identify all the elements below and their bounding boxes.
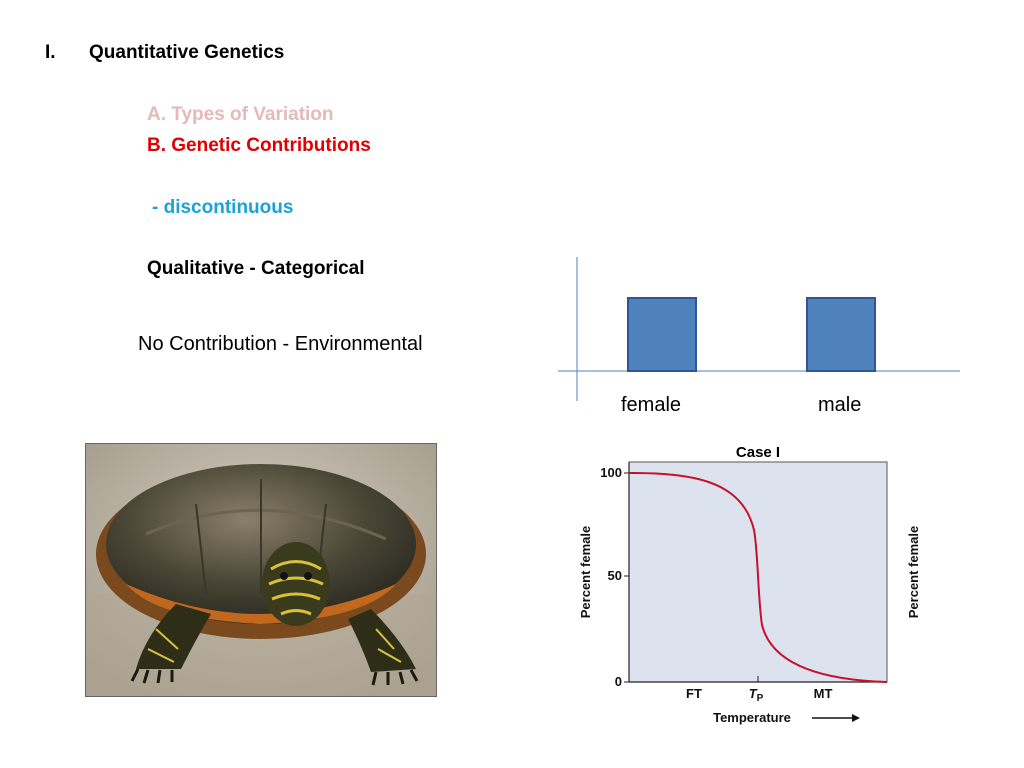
- no-contribution-label: No Contribution - Environmental: [138, 333, 423, 355]
- male-label: male: [818, 394, 862, 416]
- female-bar: [627, 297, 697, 372]
- y-tick-100: 100: [600, 465, 622, 480]
- discontinuous-label: - discontinuous: [152, 197, 294, 218]
- subheading-types-of-variation: A. Types of Variation: [147, 104, 334, 125]
- female-label: female: [621, 394, 682, 416]
- categorical-bar-diagram: [558, 257, 960, 401]
- x-axis-label: Temperature: [713, 710, 791, 725]
- graph-title: Case I: [736, 444, 780, 461]
- y-tick-50: 50: [608, 568, 622, 583]
- subheading-genetic-contributions: B. Genetic Contributions: [147, 135, 371, 156]
- qualitative-categorical-label: Qualitative - Categorical: [147, 258, 365, 279]
- male-bar: [806, 297, 876, 372]
- heading-text: Quantitative Genetics: [89, 42, 285, 63]
- case-i-graph: Case I 100 50 0 FT TP MT Temperature Per…: [578, 444, 921, 725]
- slide-heading: I. Quantitative Genetics: [45, 42, 284, 64]
- y-tick-0: 0: [615, 674, 622, 689]
- percent-female-curve: [628, 472, 888, 683]
- turtle-photo: [85, 443, 437, 697]
- heading-number: I.: [45, 42, 56, 63]
- x-tick-mt: MT: [814, 686, 833, 701]
- y-axis-label-left: Percent female: [578, 526, 593, 619]
- x-tick-tp: TP: [749, 686, 764, 704]
- x-tick-ft: FT: [686, 686, 702, 701]
- y-axis-label-right: Percent female: [906, 526, 921, 619]
